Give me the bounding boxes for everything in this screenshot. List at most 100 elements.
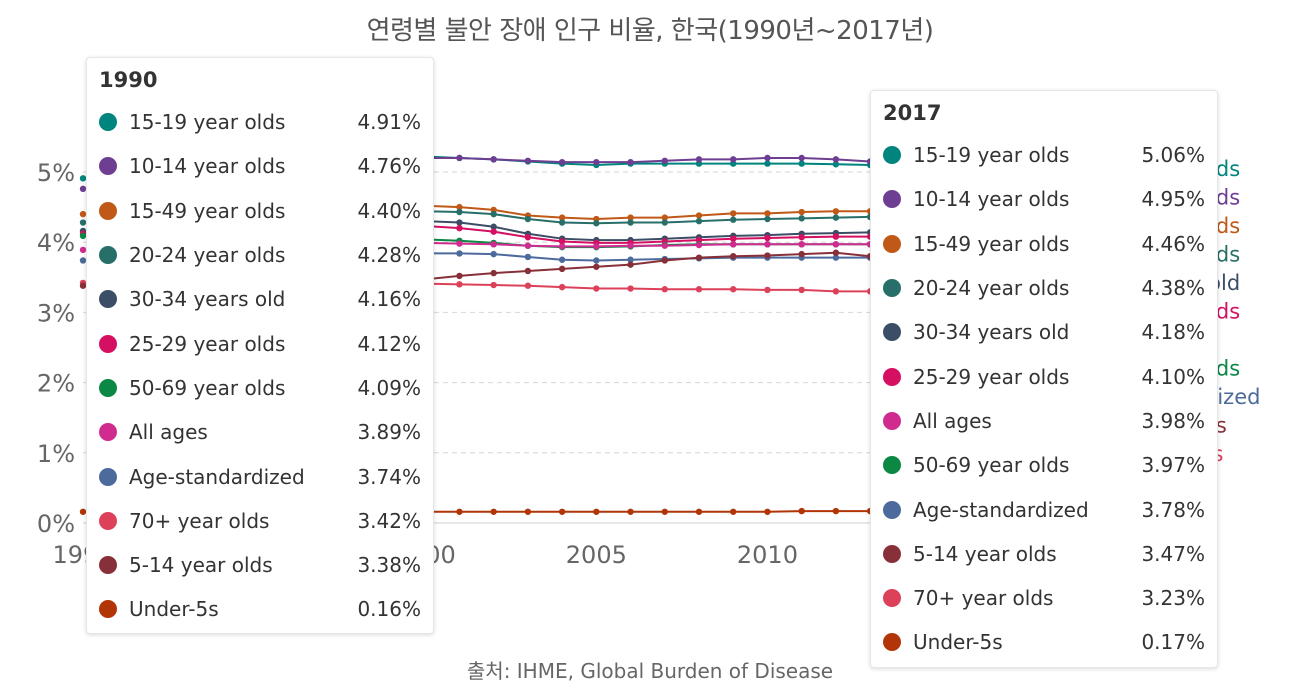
data-point	[730, 241, 737, 248]
tooltip-row: 15-49 year olds 4.40%	[99, 189, 421, 233]
series-value: 4.18%	[1141, 320, 1205, 345]
data-point	[524, 508, 532, 515]
series-value: 4.28%	[357, 243, 421, 268]
tooltip-1990: 1990 15-19 year olds 4.91% 10-14 year olds…	[86, 57, 434, 634]
series-value: 3.47%	[1141, 541, 1205, 566]
data-point	[730, 156, 737, 163]
tooltip-2017: 2017 15-19 year olds 5.06% 10-14 year olds…	[870, 90, 1218, 668]
data-point	[79, 257, 87, 264]
data-point	[730, 216, 737, 223]
data-point	[695, 217, 703, 225]
series-swatch	[99, 467, 117, 486]
data-point	[593, 257, 600, 264]
tooltip-row: 20-24 year olds 4.38%	[883, 266, 1205, 310]
data-point	[558, 243, 566, 250]
data-point	[627, 285, 634, 292]
data-point	[79, 210, 87, 218]
series-value: 3.98%	[1141, 408, 1205, 433]
series-value: 4.40%	[357, 198, 421, 223]
data-point	[456, 208, 463, 216]
data-point	[456, 224, 463, 232]
tooltip-row: 10-14 year olds 4.95%	[883, 177, 1205, 221]
series-name: 10-14 year olds	[129, 154, 286, 179]
data-point	[593, 243, 600, 250]
data-point	[524, 242, 532, 249]
data-point	[832, 249, 840, 256]
data-point	[627, 158, 634, 166]
data-point	[456, 154, 463, 162]
data-point	[798, 250, 805, 258]
data-point	[490, 156, 497, 163]
tooltip-rows: 15-19 year olds 5.06% 10-14 year olds 4.95%…	[883, 133, 1205, 665]
tooltip-row: 20-24 year olds 4.28%	[99, 233, 421, 277]
data-point	[593, 263, 600, 270]
tooltip-row: 70+ year olds 3.23%	[883, 576, 1205, 620]
series-name: 15-49 year olds	[129, 198, 286, 223]
data-point	[627, 242, 634, 249]
series-swatch	[883, 633, 901, 652]
data-point	[798, 234, 805, 241]
y-tick-label: 5%	[37, 159, 75, 187]
y-tick-label: 4%	[37, 229, 75, 257]
data-point	[490, 223, 497, 230]
data-point	[695, 508, 703, 515]
series-swatch	[99, 423, 117, 442]
series-name: All ages	[129, 420, 208, 445]
data-point	[593, 220, 600, 227]
data-point	[695, 241, 703, 249]
tooltip-row: 5-14 year olds 3.47%	[883, 532, 1205, 576]
series-swatch	[883, 589, 901, 608]
data-point	[661, 286, 668, 293]
data-point	[695, 156, 703, 163]
data-point	[695, 254, 703, 261]
series-value: 4.95%	[1141, 187, 1205, 212]
data-point	[456, 508, 463, 515]
data-point	[798, 507, 805, 515]
series-swatch	[883, 544, 901, 563]
series-swatch	[99, 556, 117, 575]
series-swatch	[883, 146, 901, 165]
y-tick-label: 1%	[37, 440, 75, 468]
series-name: 10-14 year olds	[913, 187, 1070, 212]
tooltip-row: 15-19 year olds 4.91%	[99, 100, 421, 144]
data-point	[79, 282, 87, 289]
tooltip-row: 5-14 year olds 3.38%	[99, 543, 421, 587]
data-point	[524, 157, 532, 164]
data-point	[661, 214, 668, 221]
series-value: 5.06%	[1141, 143, 1205, 168]
data-point	[558, 265, 566, 273]
tooltip-year: 1990	[99, 68, 158, 92]
series-swatch	[883, 500, 901, 519]
series-name: 25-29 year olds	[129, 331, 286, 356]
x-tick-label: 2005	[566, 541, 627, 569]
tooltip-row: Age-standardized 3.78%	[883, 487, 1205, 531]
series-value: 3.42%	[357, 508, 421, 533]
series-value: 3.78%	[1141, 497, 1205, 522]
data-point	[79, 246, 87, 254]
data-point	[524, 215, 532, 223]
data-point	[558, 238, 566, 245]
y-tick-label: 0%	[37, 510, 75, 538]
data-point	[798, 208, 805, 216]
tooltip-row: 50-69 year olds 3.97%	[883, 443, 1205, 487]
y-tick-label: 3%	[37, 299, 75, 327]
data-point	[764, 508, 771, 515]
series-name: 50-69 year olds	[129, 375, 286, 400]
series-value: 4.12%	[357, 331, 421, 356]
source-note: 출처: IHME, Global Burden of Disease	[466, 659, 834, 683]
tooltip-row: Under-5s 0.17%	[883, 620, 1205, 664]
series-value: 0.17%	[1141, 630, 1205, 655]
data-point	[593, 158, 600, 166]
data-point	[764, 160, 771, 167]
data-point	[524, 267, 532, 275]
tooltip-year: 2017	[883, 101, 942, 125]
data-point	[558, 283, 566, 291]
series-name: Age-standardized	[129, 464, 305, 489]
data-point	[661, 219, 668, 226]
series-swatch	[99, 600, 117, 619]
data-point	[661, 257, 668, 264]
data-point	[798, 215, 805, 222]
tooltip-row: Age-standardized 3.74%	[99, 454, 421, 498]
data-point	[730, 286, 737, 293]
data-point	[832, 233, 840, 240]
